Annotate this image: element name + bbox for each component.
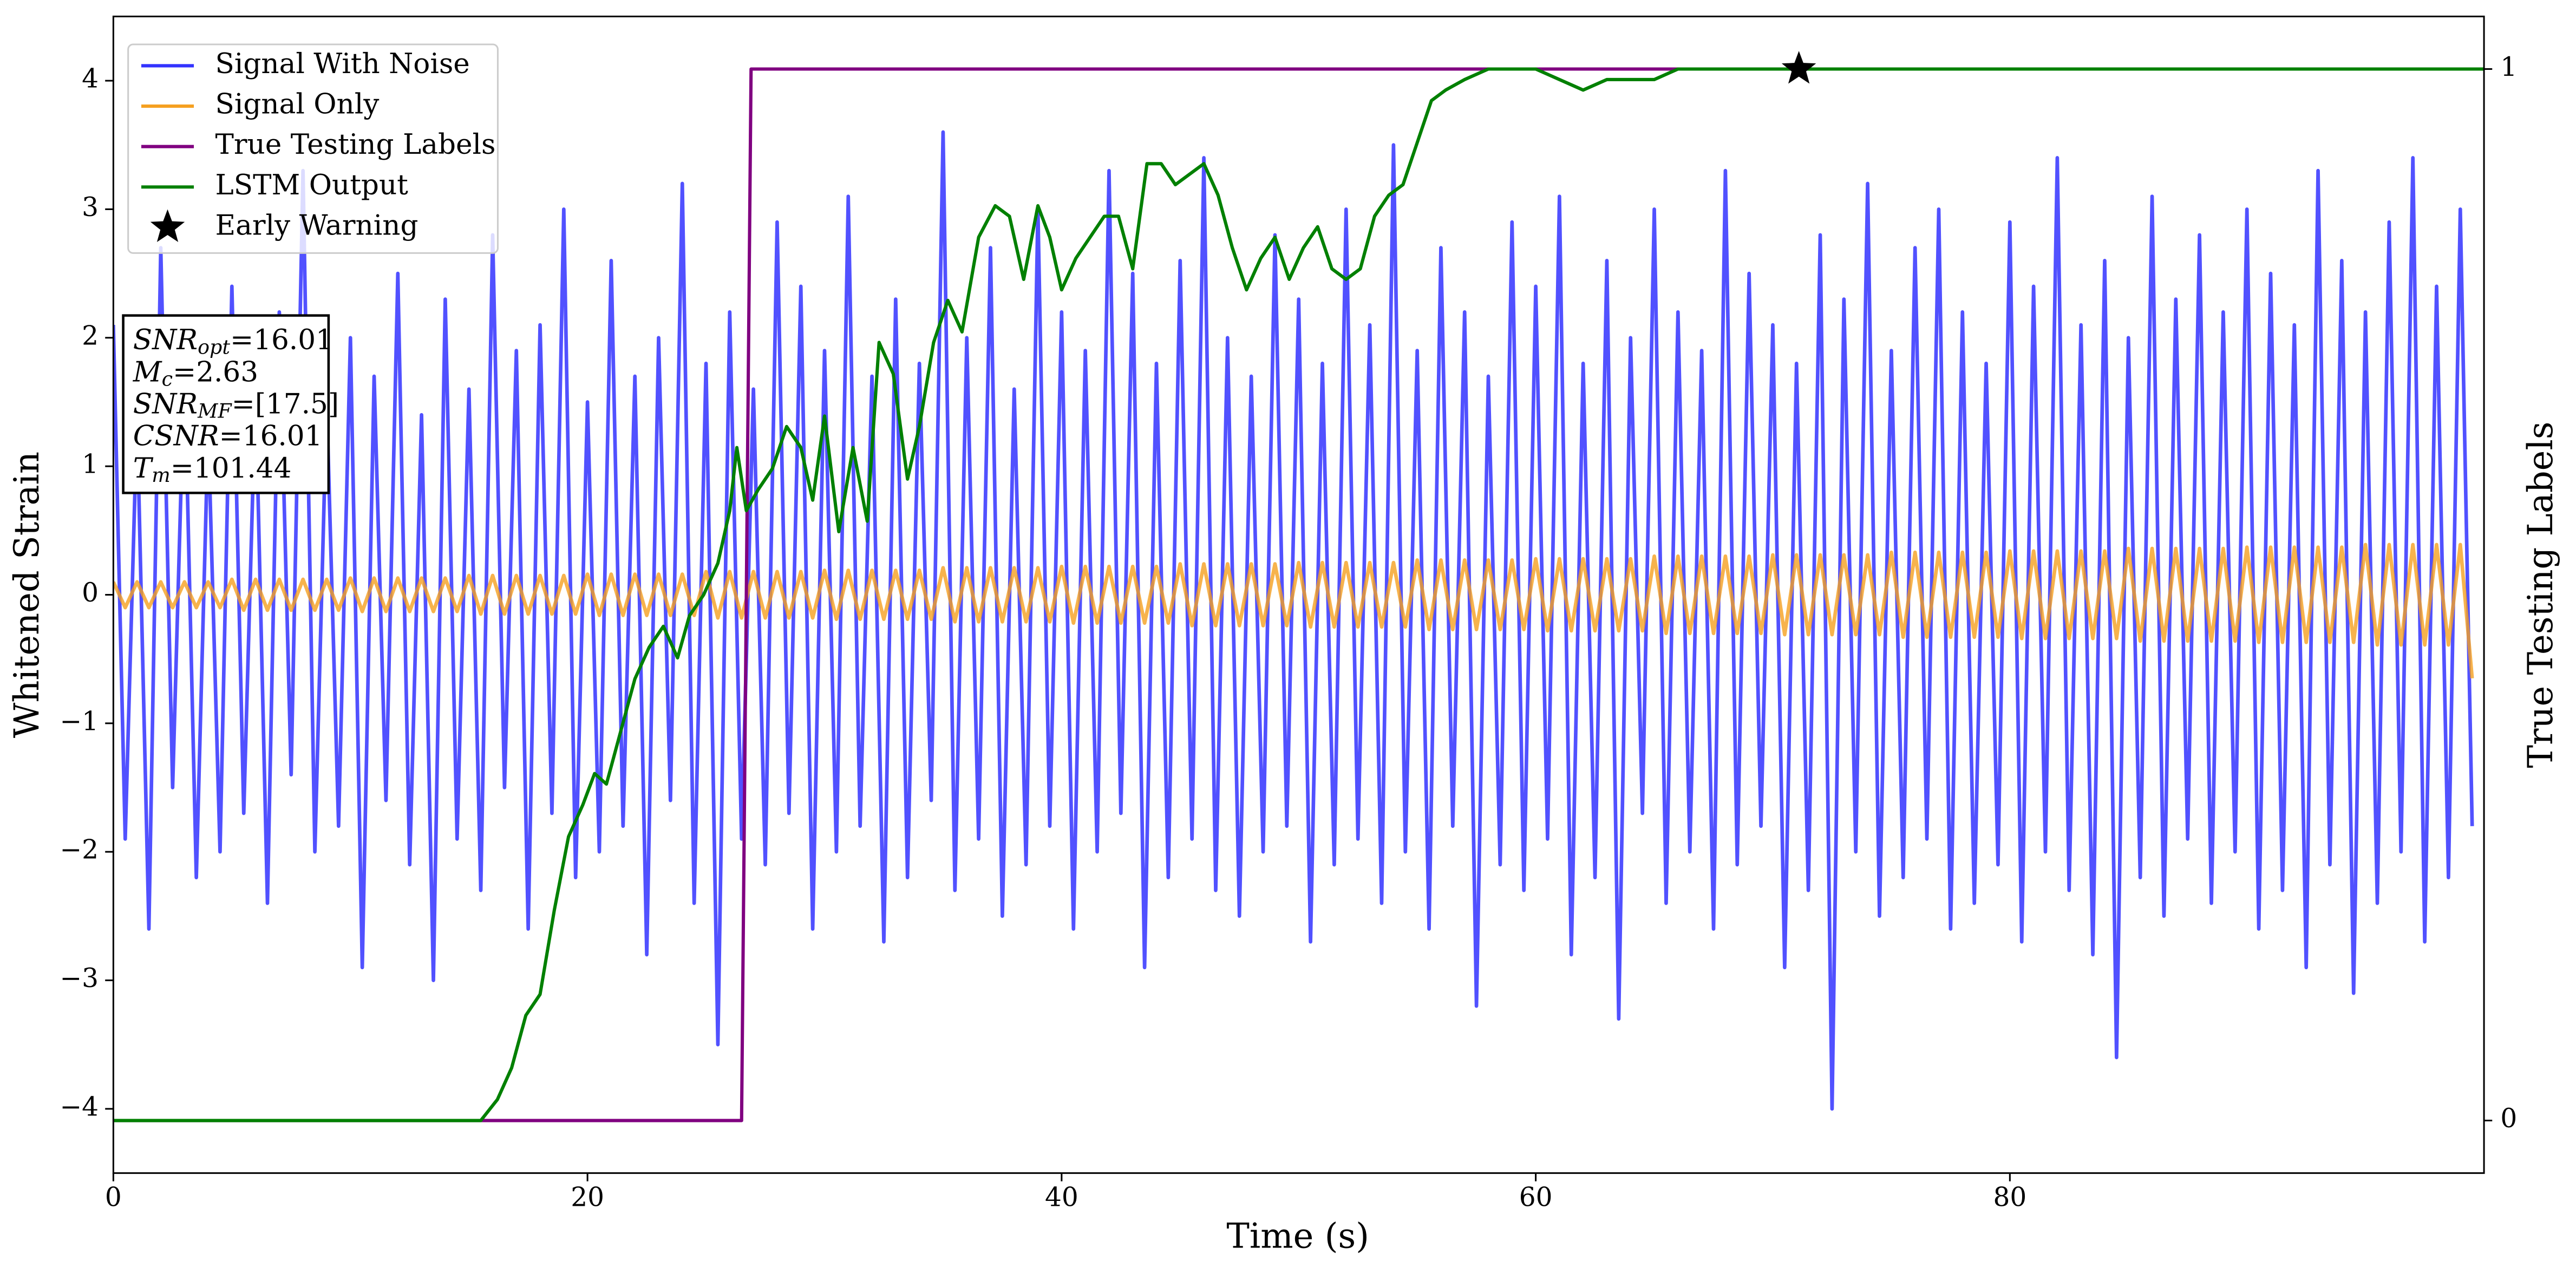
annotation-symbol: CSNR (133, 420, 219, 452)
y-tick-label: −3 (60, 963, 99, 994)
annotation-subscript: MF (197, 399, 232, 422)
x-tick-label: 20 (571, 1182, 604, 1213)
annotation-subscript: opt (198, 335, 230, 358)
y-tick-label: 4 (82, 64, 99, 94)
y-tick-label: −2 (60, 835, 99, 865)
y2-axis-label: True Testing Labels (2521, 422, 2561, 768)
legend-frame (127, 43, 499, 254)
y-tick-label: −4 (60, 1092, 99, 1122)
annotation-value: =16.01 (230, 324, 334, 356)
x-tick-label: 40 (1045, 1182, 1078, 1213)
annotation-symbol: SNR (133, 324, 198, 356)
annotation-subscript: m (152, 463, 171, 487)
x-axis-label: Time (s) (1226, 1217, 1369, 1257)
annotation-subscript: c (162, 367, 173, 390)
legend: Signal With Noise Signal Only True Testing… (127, 43, 499, 254)
y-tick-label: −1 (60, 706, 99, 736)
annotation-value: =2.63 (173, 356, 258, 388)
series-line (113, 67, 2485, 1122)
x-tick-label: 80 (1993, 1182, 2026, 1213)
annotation-frame (122, 314, 330, 494)
y-tick-label: 3 (82, 192, 99, 223)
legend-marker (150, 209, 185, 243)
annotation-value: =101.44 (171, 452, 292, 484)
legend-label: True Testing Labels (215, 128, 496, 161)
annotation-line: SNRMF=[17.5] (133, 388, 339, 422)
series-line (113, 130, 2474, 1111)
y2-tick-label: 0 (2500, 1103, 2517, 1134)
annotation-symbol: T (133, 452, 154, 484)
x-tick-label: 60 (1519, 1182, 1553, 1213)
legend-label: LSTM Output (215, 169, 409, 201)
annotation-line: CSNR=16.01 (133, 420, 323, 452)
series-line (113, 543, 2474, 679)
y-axis-label: Whitened Strain (7, 452, 47, 738)
annotation-symbol: SNR (133, 388, 198, 420)
legend-label: Signal With Noise (215, 48, 470, 80)
plot-area (113, 51, 2485, 1122)
y2-tick-label: 1 (2500, 52, 2517, 82)
annotation-line: SNRopt=16.01 (133, 324, 334, 358)
early-warning-marker (1781, 51, 1816, 84)
annotation-box: SNRopt=16.01Mc=2.63SNRMF=[17.5]CSNR=16.0… (122, 314, 339, 494)
legend-label: Early Warning (215, 210, 419, 242)
x-tick-label: 0 (105, 1182, 122, 1213)
annotation-symbol: M (133, 356, 162, 388)
annotation-value: =16.01 (219, 420, 323, 452)
y-tick-label: 2 (82, 321, 99, 351)
annotation-line: Mc=2.63 (133, 356, 258, 390)
annotation-value: =[17.5] (232, 388, 339, 420)
y-tick-label: 1 (82, 449, 99, 480)
legend-label: Signal Only (215, 88, 380, 121)
annotation-line: Tm=101.44 (133, 452, 292, 486)
y-tick-label: 0 (82, 578, 99, 608)
